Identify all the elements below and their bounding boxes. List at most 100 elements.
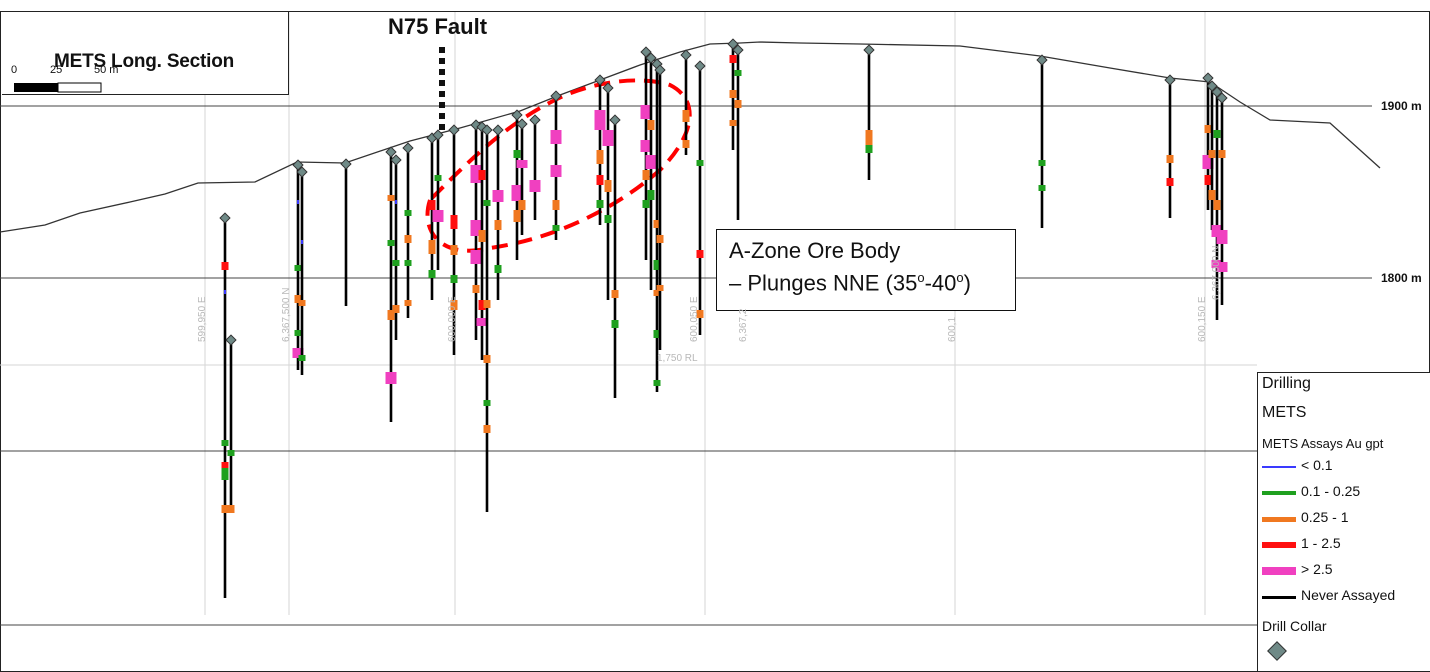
assay-interval [404,210,412,216]
assay-interval [645,155,657,169]
assay-interval [1213,200,1221,210]
drill-collar-icon [654,64,666,76]
assay-interval [550,130,562,144]
grid-vertical [204,12,1206,615]
drill-collar-icon [1202,72,1214,84]
assay-interval [478,230,486,242]
assay-interval [513,150,521,158]
assay-interval [404,260,412,266]
assay-interval [550,165,562,177]
assay-interval [1213,130,1221,138]
drill-collar-icon [727,38,739,50]
drill-collar-icon [694,60,706,72]
assay-interval [392,260,400,266]
assay-interval [604,215,612,223]
assay-interval [734,100,742,108]
topography-line [0,41,1381,233]
drill-collar-icon [292,159,304,171]
assay-interval [604,180,612,192]
drill-collar-icon [296,166,308,178]
assay-interval [294,330,302,336]
assay-interval [294,265,302,271]
drill-collar-icon [1211,86,1223,98]
assay-interval [596,150,604,164]
assay-interval [450,275,458,283]
assay-interval [387,310,395,320]
assay-interval [221,262,229,270]
assay-interval [385,372,397,384]
assay-interval [682,110,690,122]
assay-interval [450,215,458,229]
ore-body-outline [425,78,692,253]
assay-interval [450,245,458,255]
assay-interval [611,320,619,328]
assay-interval [642,200,650,208]
assay-interval [432,210,444,222]
assay-interval [734,70,742,76]
drill-collar-icon [385,146,397,158]
assay-interval [1218,150,1226,158]
assay-interval [653,380,661,386]
assay-interval [1166,178,1174,186]
assay-interval [682,140,690,148]
assay-interval [483,200,491,206]
assay-interval [221,505,229,513]
assay-interval [392,305,400,313]
drill-collar-icon [609,114,621,126]
assay-interval [404,235,412,243]
assay-interval [494,220,502,230]
assay-interval [596,175,604,185]
assay-interval [478,300,486,310]
assay-interval [729,55,737,63]
drill-holes [219,38,1228,598]
assay-interval [696,160,704,166]
assay-interval [483,300,491,308]
assay-interval [387,240,395,246]
assay-interval [611,290,619,298]
drill-collar-icon [529,114,541,126]
drill-collar-icon [1036,54,1048,66]
assay-interval [1216,262,1228,272]
assay-interval [865,145,873,153]
assay-interval [1202,155,1214,169]
assay-interval [513,210,521,222]
assay-interval [428,200,436,210]
assay-interval [1204,175,1212,185]
assay-interval [221,440,229,446]
assay-interval [428,240,436,254]
assay-interval [297,200,299,204]
assay-interval [696,250,704,258]
assay-interval [1208,190,1216,200]
drill-collar-icon [340,158,352,170]
assay-interval [1166,155,1174,163]
assay-interval [552,200,560,210]
assay-interval [227,505,235,513]
assay-interval [470,250,482,264]
assay-interval [1216,230,1228,244]
assay-interval [221,462,229,472]
assay-interval [602,130,614,146]
assay-interval [292,348,304,358]
assay-interval [298,355,306,361]
drill-collar-icon [516,118,528,130]
assay-interval [656,235,664,243]
drill-collar-icon [492,124,504,136]
assay-interval [221,468,229,480]
drill-collar-icon [1164,74,1176,86]
assay-interval [434,175,442,181]
assay-interval [516,160,528,168]
assay-interval [653,330,661,338]
assay-interval [472,285,480,293]
assay-interval [696,310,704,318]
assay-interval [470,220,482,236]
drill-collar-icon [550,90,562,102]
drill-collar-icon [645,52,657,64]
section-frame [0,11,1430,672]
assay-interval [594,110,606,130]
assay-interval [478,170,486,180]
assay-interval [428,270,436,278]
assay-interval [404,300,412,306]
drill-collar-icon [390,154,402,166]
assay-interval [653,260,661,270]
